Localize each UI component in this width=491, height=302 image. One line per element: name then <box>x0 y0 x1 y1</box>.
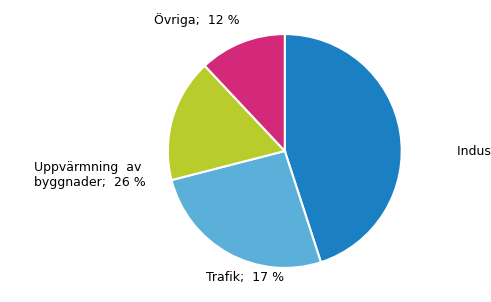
Wedge shape <box>168 66 285 180</box>
Text: Trafik;  17 %: Trafik; 17 % <box>206 271 285 284</box>
Wedge shape <box>171 151 321 268</box>
Text: Uppvärmning  av
byggnader;  26 %: Uppvärmning av byggnader; 26 % <box>34 161 146 189</box>
Text: Övriga;  12 %: Övriga; 12 % <box>154 13 239 27</box>
Wedge shape <box>205 34 285 151</box>
Text: Industri;  45 %: Industri; 45 % <box>457 144 491 158</box>
Wedge shape <box>285 34 402 262</box>
